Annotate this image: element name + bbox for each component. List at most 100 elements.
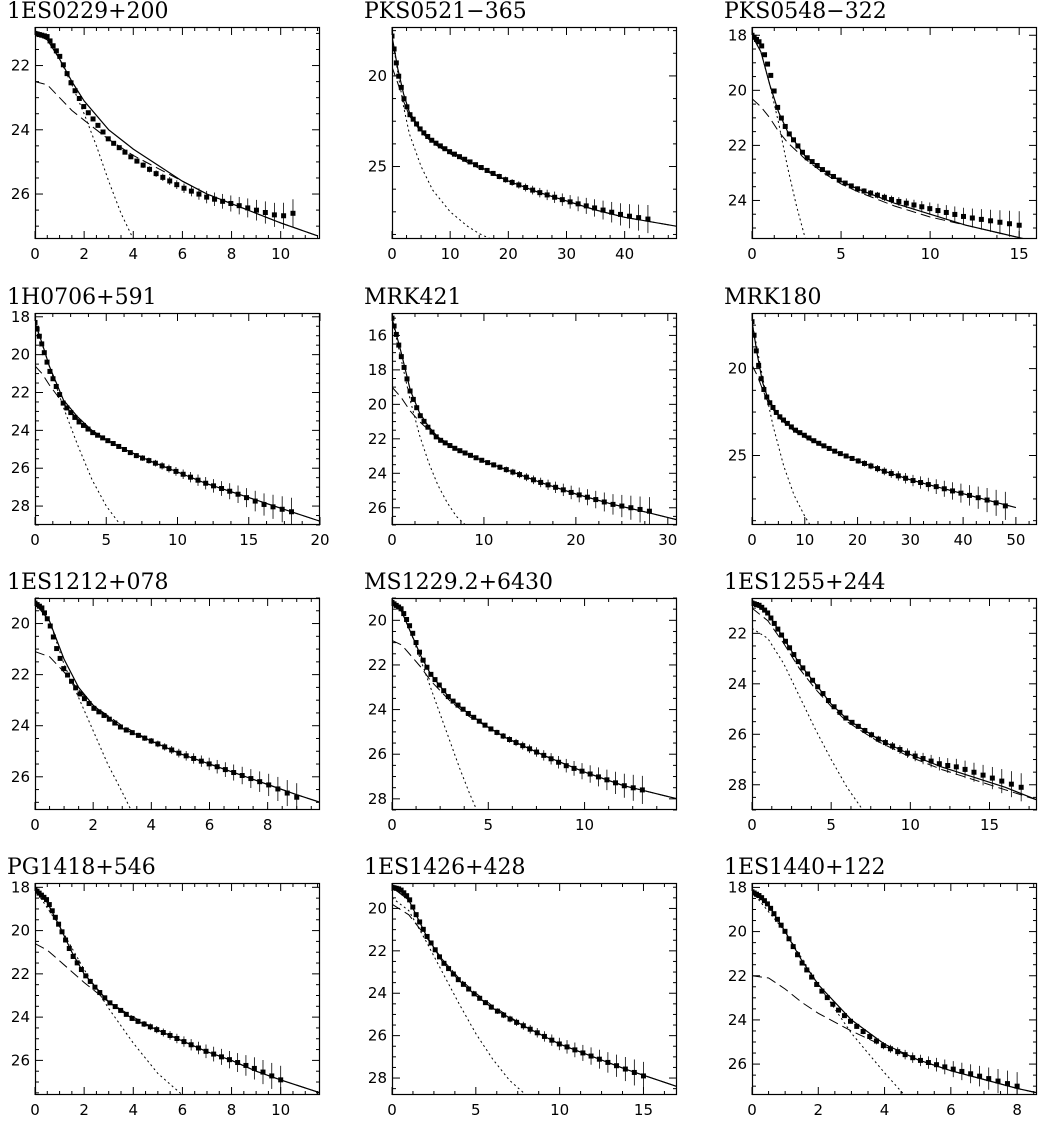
data-point [437,954,442,960]
data-point [787,645,793,651]
data-point [147,166,153,172]
data-point [396,73,402,79]
data-point [584,494,590,500]
data-point [105,438,111,444]
data-point [442,440,448,446]
data-point [39,341,45,347]
y-tick-label: 26 [11,459,30,477]
data-point [795,143,801,149]
plot-area: 0 5 10 15 20 18 20 22 24 26 28 [11,308,330,549]
x-tick-label: 4 [129,1101,139,1119]
data-point [527,1026,533,1032]
data-point [517,472,523,478]
host-galaxy-model-line [35,943,320,1094]
x-tick-label: 30 [557,245,576,263]
data-point [774,916,780,922]
x-tick-label: 0 [747,531,757,549]
plot-panel: MRK180 0 10 20 30 40 50 20 25 [724,287,1038,549]
data-point [622,1066,628,1072]
data-point [773,409,779,415]
data-point [563,763,569,769]
data-point [559,197,565,203]
data-point [778,922,784,928]
x-tick-label: 6 [178,1101,188,1119]
data-point [815,684,821,690]
y-tick-label: 22 [368,656,387,674]
data-point [476,718,482,724]
data-point [588,1053,594,1059]
y-tick-label: 18 [11,878,30,896]
data-point [849,719,855,725]
data-point [799,149,805,155]
data-point [925,1060,931,1066]
plot-frame [34,882,321,1096]
data-point [39,32,45,38]
x-tick-label: 5 [101,531,111,549]
data-point [81,696,87,702]
x-tick-label: 0 [747,1101,757,1119]
data-point [478,165,484,171]
data-point [398,606,404,612]
data-point [984,497,990,503]
data-point [920,756,926,762]
data-point [494,729,500,735]
data-point [211,483,217,489]
x-tick-label: 0 [387,1101,397,1119]
data-point [271,212,277,218]
data-point [855,458,861,464]
y-tick-label: 28 [11,497,30,515]
data-point [537,190,543,196]
host-galaxy-model-line [392,903,677,1087]
data-point [927,206,933,212]
data-point [752,332,757,338]
data-point [279,506,285,512]
data-point [128,154,134,160]
data-point [888,471,894,477]
nucleus-model-line [752,35,806,239]
data-point [102,995,108,1001]
data-point [76,419,82,425]
nucleus-model-line [392,36,492,239]
data-point [212,196,218,202]
data-point [248,776,254,782]
plot-area: 0 10 20 30 16 18 20 22 24 26 [368,312,677,549]
data-point [637,506,643,512]
data-point [788,424,794,430]
plot-content [35,30,318,239]
data-point [873,1038,879,1044]
data-point [945,762,951,768]
data-point [968,1071,974,1077]
data-point [220,198,226,204]
data-point [896,198,902,204]
data-point [771,88,777,94]
data-point [516,182,522,188]
data-point [564,1044,570,1050]
data-point [534,749,540,755]
data-point [181,185,187,191]
x-tick-label: 20 [499,245,518,263]
host-galaxy-model-line [752,607,1037,801]
data-point [392,315,395,321]
data-point [284,790,290,796]
data-point [47,623,53,629]
data-point [593,497,599,503]
data-point [85,426,91,432]
y-tick-label: 20 [728,81,747,99]
data-point [107,1000,113,1006]
data-point [800,665,806,671]
y-tick-label: 18 [11,308,30,326]
data-point [436,682,442,688]
data-point [420,657,426,663]
plot-content [392,599,677,810]
plot-panel: 1ES1212+078 0 2 4 6 8 20 22 24 26 [7,572,321,834]
data-point [424,933,430,939]
x-tick-label: 10 [474,531,493,549]
total-fit-line [35,602,320,803]
nucleus-model-line [35,889,183,1095]
data-point [836,177,842,183]
data-point [1016,222,1022,228]
data-point [66,946,72,952]
nucleus-model-line [392,602,478,810]
data-point [548,756,554,762]
